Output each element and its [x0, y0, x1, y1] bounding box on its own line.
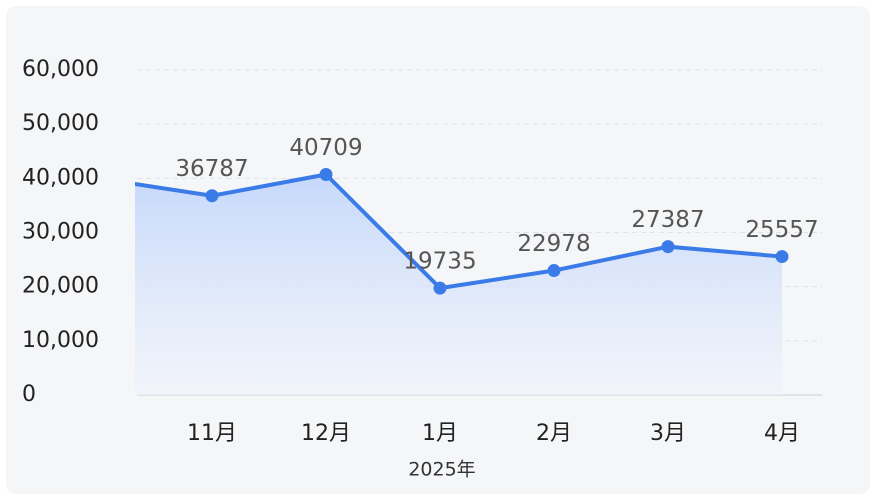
x-tick-label: 4月: [764, 421, 800, 446]
point: [319, 167, 333, 181]
point: [775, 250, 789, 264]
x-tick-label: 1月: [422, 421, 458, 446]
point: [433, 281, 447, 295]
plot: [135, 167, 789, 395]
area: [135, 174, 782, 395]
data-label: 25557: [745, 217, 818, 243]
data-label: 27387: [631, 207, 704, 233]
point: [661, 240, 675, 254]
y-tick-label: 60,000: [22, 57, 99, 82]
x-tick-label: 3月: [650, 421, 686, 446]
x-tick-label: 2月: [536, 421, 572, 446]
y-tick-label: 10,000: [22, 328, 99, 353]
data-label: 36787: [175, 156, 248, 182]
y-tick-label: 0: [22, 382, 36, 407]
data-label: 22978: [517, 231, 590, 257]
data-label: 19735: [403, 249, 476, 275]
point: [547, 264, 561, 278]
data-label: 40709: [289, 135, 362, 161]
y-tick-label: 40,000: [22, 165, 99, 190]
y-tick-label: 20,000: [22, 274, 99, 299]
x-tick-label: 12月: [301, 421, 351, 446]
y-tick-label: 50,000: [22, 111, 99, 136]
x-axis-title: 2025年: [408, 459, 475, 481]
x-tick-label: 11月: [187, 421, 237, 446]
y-tick-label: 30,000: [22, 220, 99, 245]
point: [205, 189, 219, 203]
